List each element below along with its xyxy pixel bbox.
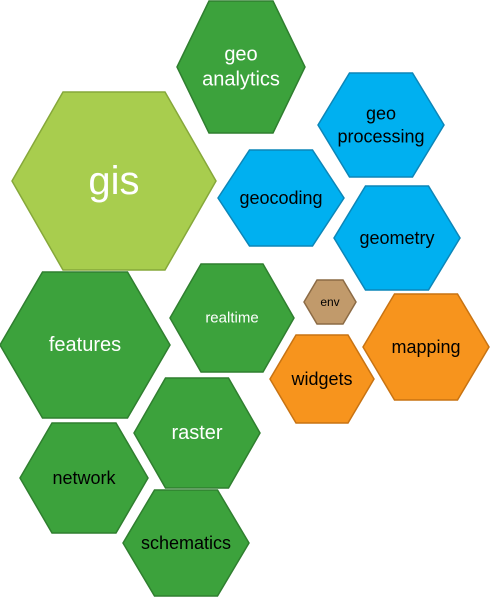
hexagon-shape — [122, 489, 250, 597]
hexagon-shape — [217, 149, 345, 247]
hexagon-shape — [269, 334, 375, 424]
hexagon-geocoding: geocoding — [217, 149, 345, 247]
hexagon-shape — [0, 271, 171, 419]
hexagon-geometry: geometry — [333, 185, 461, 291]
hexagon-network: network — [19, 422, 149, 534]
hexagon-label: analytics — [202, 69, 280, 91]
hexagon-shape — [362, 293, 490, 401]
hexagon-shape — [169, 263, 295, 373]
hexagon-shape — [333, 185, 461, 291]
hexagon-label: geo — [224, 44, 257, 66]
hexagon-label: realtime — [205, 310, 258, 327]
hexagon-raster: raster — [133, 377, 261, 489]
hexagon-shape — [19, 422, 149, 534]
hexagon-label: widgets — [290, 369, 352, 389]
hexagon-gis: gis — [11, 91, 217, 271]
hexagon-shape — [176, 0, 306, 134]
hexagon-label: mapping — [391, 337, 460, 357]
hexagon-label: schematics — [141, 533, 231, 553]
hexagon-shape — [303, 279, 357, 325]
hexagon-label: geocoding — [239, 188, 322, 208]
hexagon-geo-analytics: geo analytics — [176, 0, 306, 134]
hexagon-features: features — [0, 271, 171, 419]
hexagon-label: gis — [88, 159, 139, 203]
hexagon-shape — [133, 377, 261, 489]
hexagon-mapping: mapping — [362, 293, 490, 401]
hexagon-geo-processing: geo processing — [317, 72, 445, 178]
hexagon-label: network — [52, 468, 116, 488]
hexagon-env: env — [303, 279, 357, 325]
hexagon-label: env — [320, 295, 339, 309]
hexagon-label: processing — [337, 127, 424, 147]
hexagon-label: features — [49, 334, 121, 356]
hexagon-shape — [317, 72, 445, 178]
hexagon-schematics: schematics — [122, 489, 250, 597]
hexagon-realtime: realtime — [169, 263, 295, 373]
hexagon-label: raster — [171, 422, 222, 444]
hexagon-widgets: widgets — [269, 334, 375, 424]
hexagon-label: geo — [366, 104, 396, 124]
hexagon-label: geometry — [359, 228, 434, 248]
hexagon-shape — [11, 91, 217, 271]
